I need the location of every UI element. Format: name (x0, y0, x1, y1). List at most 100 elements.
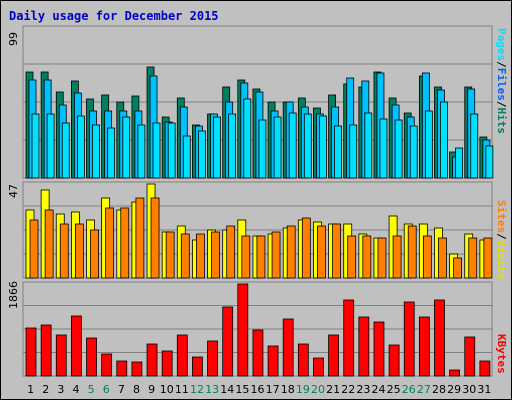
kbytes-bar (388, 344, 400, 377)
sites-bar (377, 237, 387, 279)
kbytes-bar (464, 336, 476, 377)
kbytes-bar (297, 343, 309, 377)
kbytes-bar (358, 316, 370, 377)
pages-bar (303, 113, 312, 179)
day-tick-label: 5 (88, 383, 95, 396)
pages-bar (228, 113, 237, 179)
kbytes-bar (146, 343, 158, 377)
sites-bar (468, 237, 478, 279)
kbytes-bar (479, 360, 491, 377)
kbytes-bar (313, 357, 324, 377)
sites-bar (105, 207, 115, 279)
sites-bar (196, 233, 205, 279)
sites-bar (29, 219, 39, 279)
day-tick-label: 19 (296, 383, 310, 396)
sites-bar (332, 223, 341, 279)
day-tick-label: 3 (57, 383, 64, 396)
pages-bar (288, 112, 297, 179)
day-tick-label: 24 (372, 383, 386, 396)
sites-bar (407, 225, 417, 279)
pages-bar (31, 113, 40, 179)
sites-bar (438, 237, 447, 279)
pages-bar (334, 125, 342, 179)
kbytes-bar (192, 356, 203, 377)
kbytes-bar (116, 360, 128, 377)
pages-bar (409, 125, 418, 179)
pages-bar (424, 110, 433, 179)
kbytes-bar (222, 306, 234, 377)
hits-panel-legend: Pages/Files/Hits (495, 28, 508, 134)
kbytes-bar (252, 329, 264, 377)
kbytes-panel-legend: KBytes (495, 334, 508, 374)
day-tick-label: 17 (266, 383, 280, 396)
kbytes-bar (328, 334, 339, 377)
sites-bar (362, 235, 372, 279)
pages-bar (440, 101, 448, 179)
day-tick-label: 1 (27, 383, 34, 396)
kbytes-bar (70, 315, 82, 377)
day-tick-label: 6 (103, 383, 110, 396)
day-tick-label: 12 (190, 383, 204, 396)
kbytes-bar (237, 283, 249, 377)
day-tick-label: 22 (341, 383, 355, 396)
pages-bar (122, 116, 131, 179)
day-tick-label: 23 (356, 383, 370, 396)
pages-bar (258, 119, 267, 179)
legend-pages: Pages (495, 28, 508, 62)
pages-bar (92, 124, 100, 179)
chart-title: Daily usage for December 2015 (9, 9, 219, 23)
day-tick-label: 11 (175, 383, 189, 396)
kbytes-bar (86, 337, 97, 377)
pages-bar (167, 122, 176, 179)
day-tick-label: 14 (220, 383, 234, 396)
day-tick-label: 26 (402, 383, 416, 396)
day-tick-label: 4 (72, 383, 79, 396)
pages-bar (198, 130, 206, 179)
kbytes-bar (131, 361, 143, 377)
pages-bar (182, 135, 191, 179)
pages-bar (470, 113, 479, 179)
day-tick-label: 20 (311, 383, 325, 396)
legend-visits: Visits (495, 239, 508, 280)
kbytes-bar (373, 321, 385, 377)
sites-bar (165, 231, 175, 279)
sites-bar (453, 257, 463, 279)
sites-bar (301, 217, 311, 279)
kbytes-bar (282, 318, 294, 377)
visits-panel-ymax-label: 47 (7, 184, 20, 198)
hits-panel-ymax-label: 99 (7, 32, 20, 46)
sites-bar (483, 237, 493, 279)
legend-kbytes: KBytes (495, 334, 508, 374)
sites-bar (120, 207, 130, 279)
sites-bar (90, 229, 99, 279)
day-tick-label: 29 (447, 383, 461, 396)
pages-bar (107, 127, 116, 179)
day-tick-label: 10 (160, 383, 174, 396)
kbytes-bar (161, 350, 173, 377)
sites-bar (211, 231, 220, 279)
kbytes-bar (403, 301, 415, 377)
sites-bar (241, 235, 251, 279)
kbytes-bar (267, 345, 279, 377)
day-tick-label: 8 (133, 383, 140, 396)
sites-bar (317, 225, 326, 279)
pages-bar (137, 124, 146, 179)
sites-bar (44, 209, 54, 279)
pages-bar (152, 122, 161, 179)
day-tick-label: 27 (417, 383, 431, 396)
pages-bar (485, 145, 494, 179)
legend-sites: Sites (495, 200, 508, 234)
pages-bar (273, 116, 282, 179)
sites-bar (422, 235, 432, 279)
day-tick-label: 28 (432, 383, 446, 396)
pages-bar (61, 122, 70, 179)
sites-bar (347, 235, 357, 279)
visits-panel-legend: Sites/Visits (495, 200, 508, 280)
day-tick-label: 7 (118, 383, 125, 396)
sites-bar (392, 235, 402, 279)
pages-bar (349, 124, 358, 179)
pages-bar (319, 115, 327, 179)
kbytes-panel-ymax-label: 1866 (7, 281, 20, 309)
legend-hits: Hits (495, 107, 508, 135)
